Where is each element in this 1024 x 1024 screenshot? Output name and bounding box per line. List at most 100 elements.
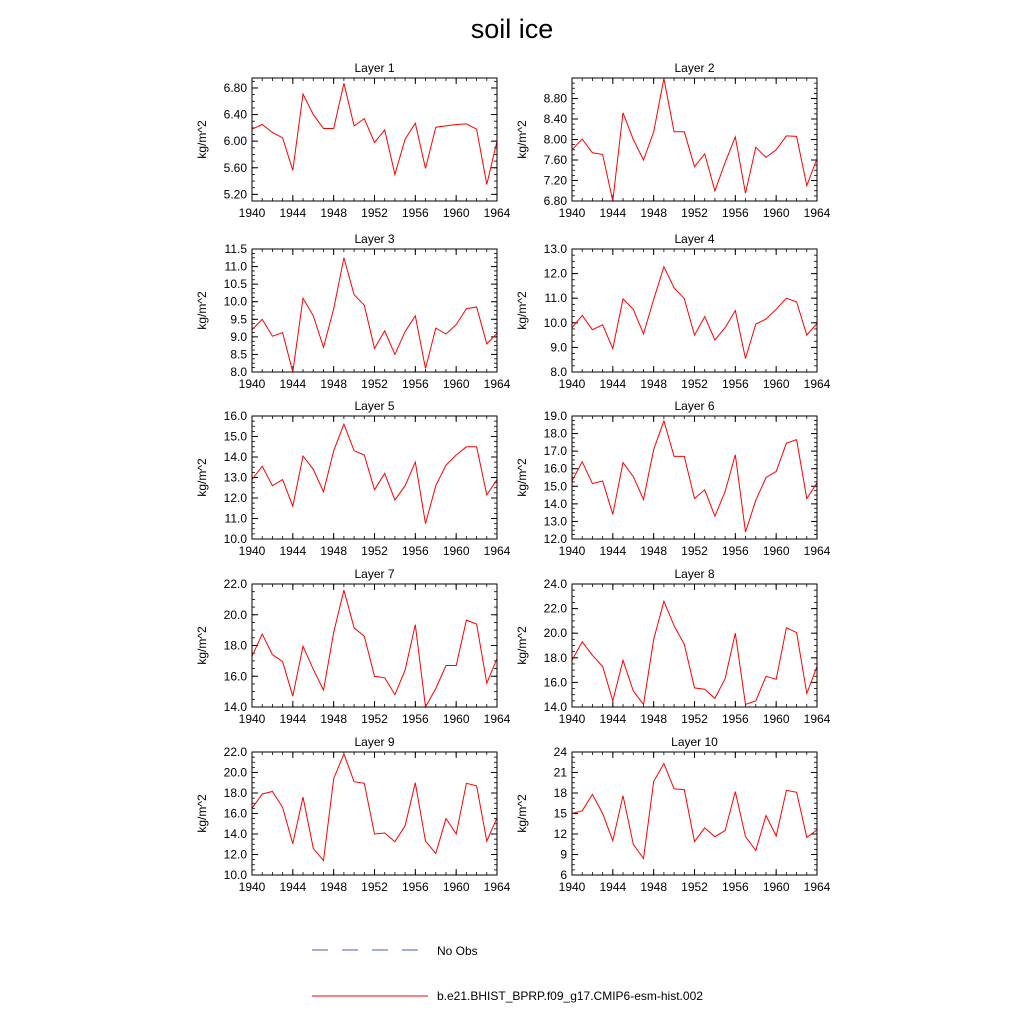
chart-panel-4: Layer 4 kg/m^2 1940 1944 1948 1952 1956 1960 196… <box>515 232 831 391</box>
x-tick-label: 1960 <box>443 880 470 894</box>
legend: No Obs b.e21.BHIST_BPRP.f09_g17.CMIP6-esm… <box>312 944 703 1003</box>
y-tick-label: 6 <box>560 868 567 882</box>
x-tick-label: 1948 <box>320 544 347 558</box>
chart-panel-10: Layer 10 kg/m^2 1940 1944 1948 1952 1956 1960 19… <box>515 735 831 894</box>
y-axis-label: kg/m^2 <box>515 794 529 833</box>
plot-frame <box>251 77 498 202</box>
x-tick-label: 1956 <box>722 377 749 391</box>
chart-panel-1: Layer 1 kg/m^2 1940 1944 1948 1952 1956 1960 196… <box>195 61 511 220</box>
x-tick-label: 1952 <box>681 377 708 391</box>
panel-title: Layer 2 <box>674 61 714 75</box>
y-tick-label: 20.0 <box>224 766 248 780</box>
y-tick-label: 15.0 <box>224 430 248 444</box>
x-tick-label: 1956 <box>402 880 429 894</box>
panel-title: Layer 4 <box>674 232 714 246</box>
y-tick-label: 7.20 <box>544 174 568 188</box>
y-tick-label: 14.0 <box>544 700 568 714</box>
y-tick-label: 24 <box>554 745 568 759</box>
chart-panel-5: Layer 5 kg/m^2 1940 1944 1948 1952 1956 1960 196… <box>195 399 511 558</box>
x-tick-label: 1960 <box>763 880 790 894</box>
x-tick-label: 1964 <box>484 206 511 220</box>
x-tick-label: 1952 <box>361 206 388 220</box>
x-tick-label: 1944 <box>599 377 626 391</box>
series-line <box>251 422 498 524</box>
y-tick-label: 8.80 <box>544 92 568 106</box>
chart-panel-3: Layer 3 kg/m^2 1940 1944 1948 1952 1956 1960 196… <box>195 232 511 391</box>
y-tick-label: 9.0 <box>230 330 247 344</box>
x-tick-label: 1960 <box>763 712 790 726</box>
chart-panel-6: Layer 6 kg/m^2 1940 1944 1948 1952 1956 1960 196… <box>515 399 831 558</box>
x-tick-label: 1960 <box>443 206 470 220</box>
x-tick-label: 1948 <box>320 206 347 220</box>
plot-frame <box>571 77 818 202</box>
y-axis-label: kg/m^2 <box>195 120 209 159</box>
chart-panel-9: Layer 9 kg/m^2 1940 1944 1948 1952 1956 1960 196… <box>195 735 511 894</box>
y-tick-label: 18.0 <box>544 651 568 665</box>
x-tick-label: 1956 <box>402 206 429 220</box>
y-tick-label: 13.0 <box>544 242 568 256</box>
y-tick-label: 20.0 <box>224 608 248 622</box>
x-tick-label: 1948 <box>320 377 347 391</box>
panel-title: Layer 9 <box>354 735 394 749</box>
x-tick-label: 1944 <box>599 712 626 726</box>
plot-frame <box>251 751 498 876</box>
x-tick-label: 1952 <box>681 206 708 220</box>
y-tick-label: 18.0 <box>224 639 248 653</box>
y-tick-label: 14.0 <box>224 700 248 714</box>
y-tick-label: 10.0 <box>224 868 248 882</box>
x-tick-label: 1940 <box>559 880 586 894</box>
y-axis-label: kg/m^2 <box>515 120 529 159</box>
y-tick-label: 8.0 <box>230 365 247 379</box>
x-tick-label: 1956 <box>722 712 749 726</box>
x-tick-label: 1956 <box>402 377 429 391</box>
y-tick-label: 22.0 <box>224 577 248 591</box>
y-tick-label: 10.0 <box>224 295 248 309</box>
y-tick-label: 18 <box>554 786 568 800</box>
x-tick-label: 1944 <box>279 712 306 726</box>
x-tick-label: 1956 <box>722 880 749 894</box>
plot-frame <box>251 583 498 708</box>
x-tick-label: 1956 <box>402 712 429 726</box>
chart-panel-8: Layer 8 kg/m^2 1940 1944 1948 1952 1956 1960 196… <box>515 567 831 726</box>
y-tick-label: 8.0 <box>550 365 567 379</box>
x-tick-label: 1964 <box>804 377 831 391</box>
x-tick-label: 1952 <box>361 880 388 894</box>
x-tick-label: 1964 <box>804 712 831 726</box>
plot-frame <box>571 415 818 540</box>
x-tick-label: 1952 <box>361 712 388 726</box>
y-tick-label: 11.0 <box>225 512 248 526</box>
y-tick-label: 12 <box>554 827 568 841</box>
y-axis-label: kg/m^2 <box>515 291 529 330</box>
y-tick-label: 16.0 <box>224 807 248 821</box>
series-line <box>251 257 498 373</box>
panel-title: Layer 7 <box>354 567 394 581</box>
panel-title: Layer 1 <box>354 61 394 75</box>
x-tick-label: 1948 <box>320 880 347 894</box>
x-tick-label: 1964 <box>804 880 831 894</box>
legend-obs-label: No Obs <box>437 944 478 958</box>
series-line <box>571 599 818 706</box>
x-tick-label: 1952 <box>681 712 708 726</box>
y-tick-label: 15 <box>554 807 568 821</box>
x-tick-label: 1956 <box>722 206 749 220</box>
series-line <box>571 419 818 533</box>
y-tick-label: 12.0 <box>544 532 568 546</box>
x-tick-label: 1960 <box>443 712 470 726</box>
y-tick-label: 12.0 <box>224 848 248 862</box>
y-axis-label: kg/m^2 <box>195 291 209 330</box>
y-tick-label: 9.5 <box>230 312 247 326</box>
x-tick-label: 1940 <box>239 880 266 894</box>
x-tick-label: 1948 <box>640 880 667 894</box>
y-tick-label: 24.0 <box>544 577 568 591</box>
x-tick-label: 1964 <box>484 377 511 391</box>
x-tick-label: 1956 <box>722 544 749 558</box>
x-tick-label: 1956 <box>402 544 429 558</box>
y-tick-label: 10.0 <box>224 532 248 546</box>
x-tick-label: 1964 <box>484 712 511 726</box>
x-tick-label: 1960 <box>443 377 470 391</box>
x-tick-label: 1940 <box>559 544 586 558</box>
x-tick-label: 1940 <box>239 712 266 726</box>
y-tick-label: 22.0 <box>224 745 248 759</box>
y-tick-label: 10.0 <box>544 316 568 330</box>
series-line <box>571 762 818 860</box>
